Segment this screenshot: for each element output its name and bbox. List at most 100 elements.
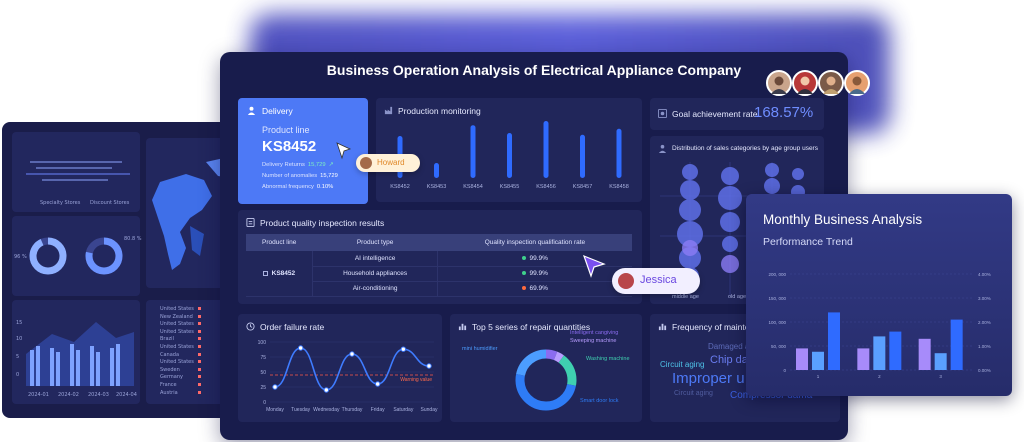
bar-chart-icon	[658, 323, 667, 331]
y-tick-label: 150, 000	[768, 296, 786, 301]
delivery-card[interactable]: Delivery Product line KS8452 Delivery Re…	[238, 98, 368, 204]
avatar[interactable]	[844, 70, 870, 96]
secondary-dashboard: Specialty Stores Discount Stores 96 % 80…	[2, 122, 242, 418]
data-point[interactable]	[400, 346, 407, 352]
pie-slice[interactable]	[515, 349, 577, 411]
bar[interactable]	[918, 338, 931, 370]
bar[interactable]	[950, 319, 963, 370]
bar[interactable]	[812, 351, 824, 370]
value-marker	[198, 375, 201, 379]
checkbox-icon	[262, 270, 268, 276]
bar[interactable]	[889, 331, 902, 370]
donut-label: 80.8 %	[124, 236, 142, 242]
country-label: United States	[160, 328, 194, 335]
avatar[interactable]	[766, 70, 792, 96]
collaborator-tag-jessica[interactable]: Jessica	[612, 268, 700, 294]
bar[interactable]	[470, 125, 476, 178]
cursor-icon	[582, 254, 606, 278]
bar[interactable]	[873, 336, 886, 370]
rate-cell: 69.9%	[437, 281, 632, 297]
bar[interactable]	[828, 312, 840, 370]
collaborator-tag-howard[interactable]: Howard	[356, 154, 420, 172]
data-point[interactable]	[374, 381, 381, 387]
y2-tick-label: 4.00%	[978, 272, 991, 277]
country-label: France	[160, 382, 177, 388]
legend-label: Specialty Stores	[40, 200, 81, 206]
product-line-cell: KS8452	[246, 251, 313, 297]
y-tick: 5	[16, 354, 20, 360]
order-failure-panel: Order failure rate 0 25 50 75 100 Warning val…	[238, 314, 442, 422]
x-tick-label: Wednesday	[313, 407, 340, 413]
warning-label: Warning value	[400, 377, 432, 383]
pie-slice[interactable]	[515, 349, 577, 411]
x-tick-label: Saturday	[393, 407, 414, 413]
data-point[interactable]	[349, 351, 355, 357]
x-tick-label: KS8458	[609, 184, 629, 190]
slice-label: Intelligent cangiving	[570, 330, 618, 336]
bar[interactable]	[934, 353, 947, 370]
rate-cell: 99.9%	[437, 266, 632, 282]
product-type-cell: Air-conditioning	[312, 281, 439, 297]
performance-bar-chart: 0 0.00% 50, 000 1.00% 100, 000 2.00% 150, 000 3…	[768, 272, 991, 379]
value-marker	[198, 307, 201, 310]
avatar[interactable]	[818, 70, 844, 96]
x-tick-label: KS8453	[427, 184, 447, 190]
y-tick-label: 50	[260, 370, 266, 376]
bar[interactable]	[616, 128, 622, 178]
bar[interactable]	[857, 348, 870, 370]
target-icon	[658, 109, 667, 118]
bar[interactable]	[580, 134, 585, 178]
donuts-panel: 96 % 80.8 %	[12, 216, 142, 296]
data-point[interactable]	[272, 384, 278, 390]
data-point[interactable]	[426, 363, 432, 369]
y2-tick-label: 2.00%	[978, 320, 991, 325]
word-cloud-item: Improper u	[672, 370, 745, 387]
table-row[interactable]: KS8452 AI intelligence 99.9%	[246, 251, 632, 297]
person-icon	[797, 76, 813, 94]
column-header: Product line	[246, 234, 313, 251]
bar-area-chart	[26, 322, 134, 386]
horizontal-lines-chart	[26, 161, 130, 181]
country-label: Brazil	[160, 336, 174, 343]
country-label: Sweden	[160, 366, 180, 373]
word-cloud-item: Circuit aging	[660, 360, 705, 369]
y-tick-label: 100	[258, 340, 267, 346]
bar[interactable]	[796, 348, 808, 370]
slice-label: mini humidifier	[462, 346, 498, 352]
value-marker	[198, 390, 201, 394]
value-marker	[198, 360, 201, 364]
y-tick-label: 0	[263, 400, 266, 406]
bar[interactable]	[507, 133, 512, 178]
word-cloud-item: Circuit aging	[674, 390, 713, 397]
quality-panel: Product quality inspection results Produ…	[238, 210, 642, 304]
avatar	[618, 273, 634, 289]
x-tick: 2024-01	[28, 392, 49, 398]
table-row[interactable]: Household appliances 99.9%	[246, 266, 632, 282]
table-row[interactable]: Air-conditioning 69.9%	[246, 281, 632, 297]
delivery-returns: Delivery Returns 15,729 ↗	[262, 162, 334, 168]
goal-panel: Goal achievement rate 168.57%	[650, 98, 824, 130]
x-tick-label: Tuesday	[291, 407, 310, 413]
country-label: United States	[160, 359, 194, 366]
value-marker	[198, 352, 201, 356]
distribution-title: Distribution of sales categories by age …	[672, 145, 818, 152]
legend-label: Discount Stores	[90, 200, 130, 206]
bar[interactable]	[543, 121, 549, 178]
repair-title: Top 5 series of repair quantities	[472, 322, 591, 332]
value-marker	[198, 329, 201, 333]
status-dot	[522, 286, 527, 291]
person-icon	[771, 76, 787, 94]
x-tick-label: 3	[939, 374, 942, 379]
pie-slice[interactable]	[515, 349, 577, 411]
slice-label: Washing machine	[586, 356, 630, 362]
avatar[interactable]	[792, 70, 818, 96]
data-point[interactable]	[323, 387, 330, 393]
value-marker	[198, 314, 201, 318]
x-tick-label: Monday	[266, 407, 284, 413]
dashboard-title: Business Operation Analysis of Electrica…	[326, 62, 742, 78]
x-axis-label: middle age	[672, 294, 699, 300]
x-tick-label: KS8452	[390, 184, 410, 190]
bar[interactable]	[434, 163, 439, 178]
data-point[interactable]	[297, 345, 304, 351]
value-marker	[198, 367, 201, 371]
